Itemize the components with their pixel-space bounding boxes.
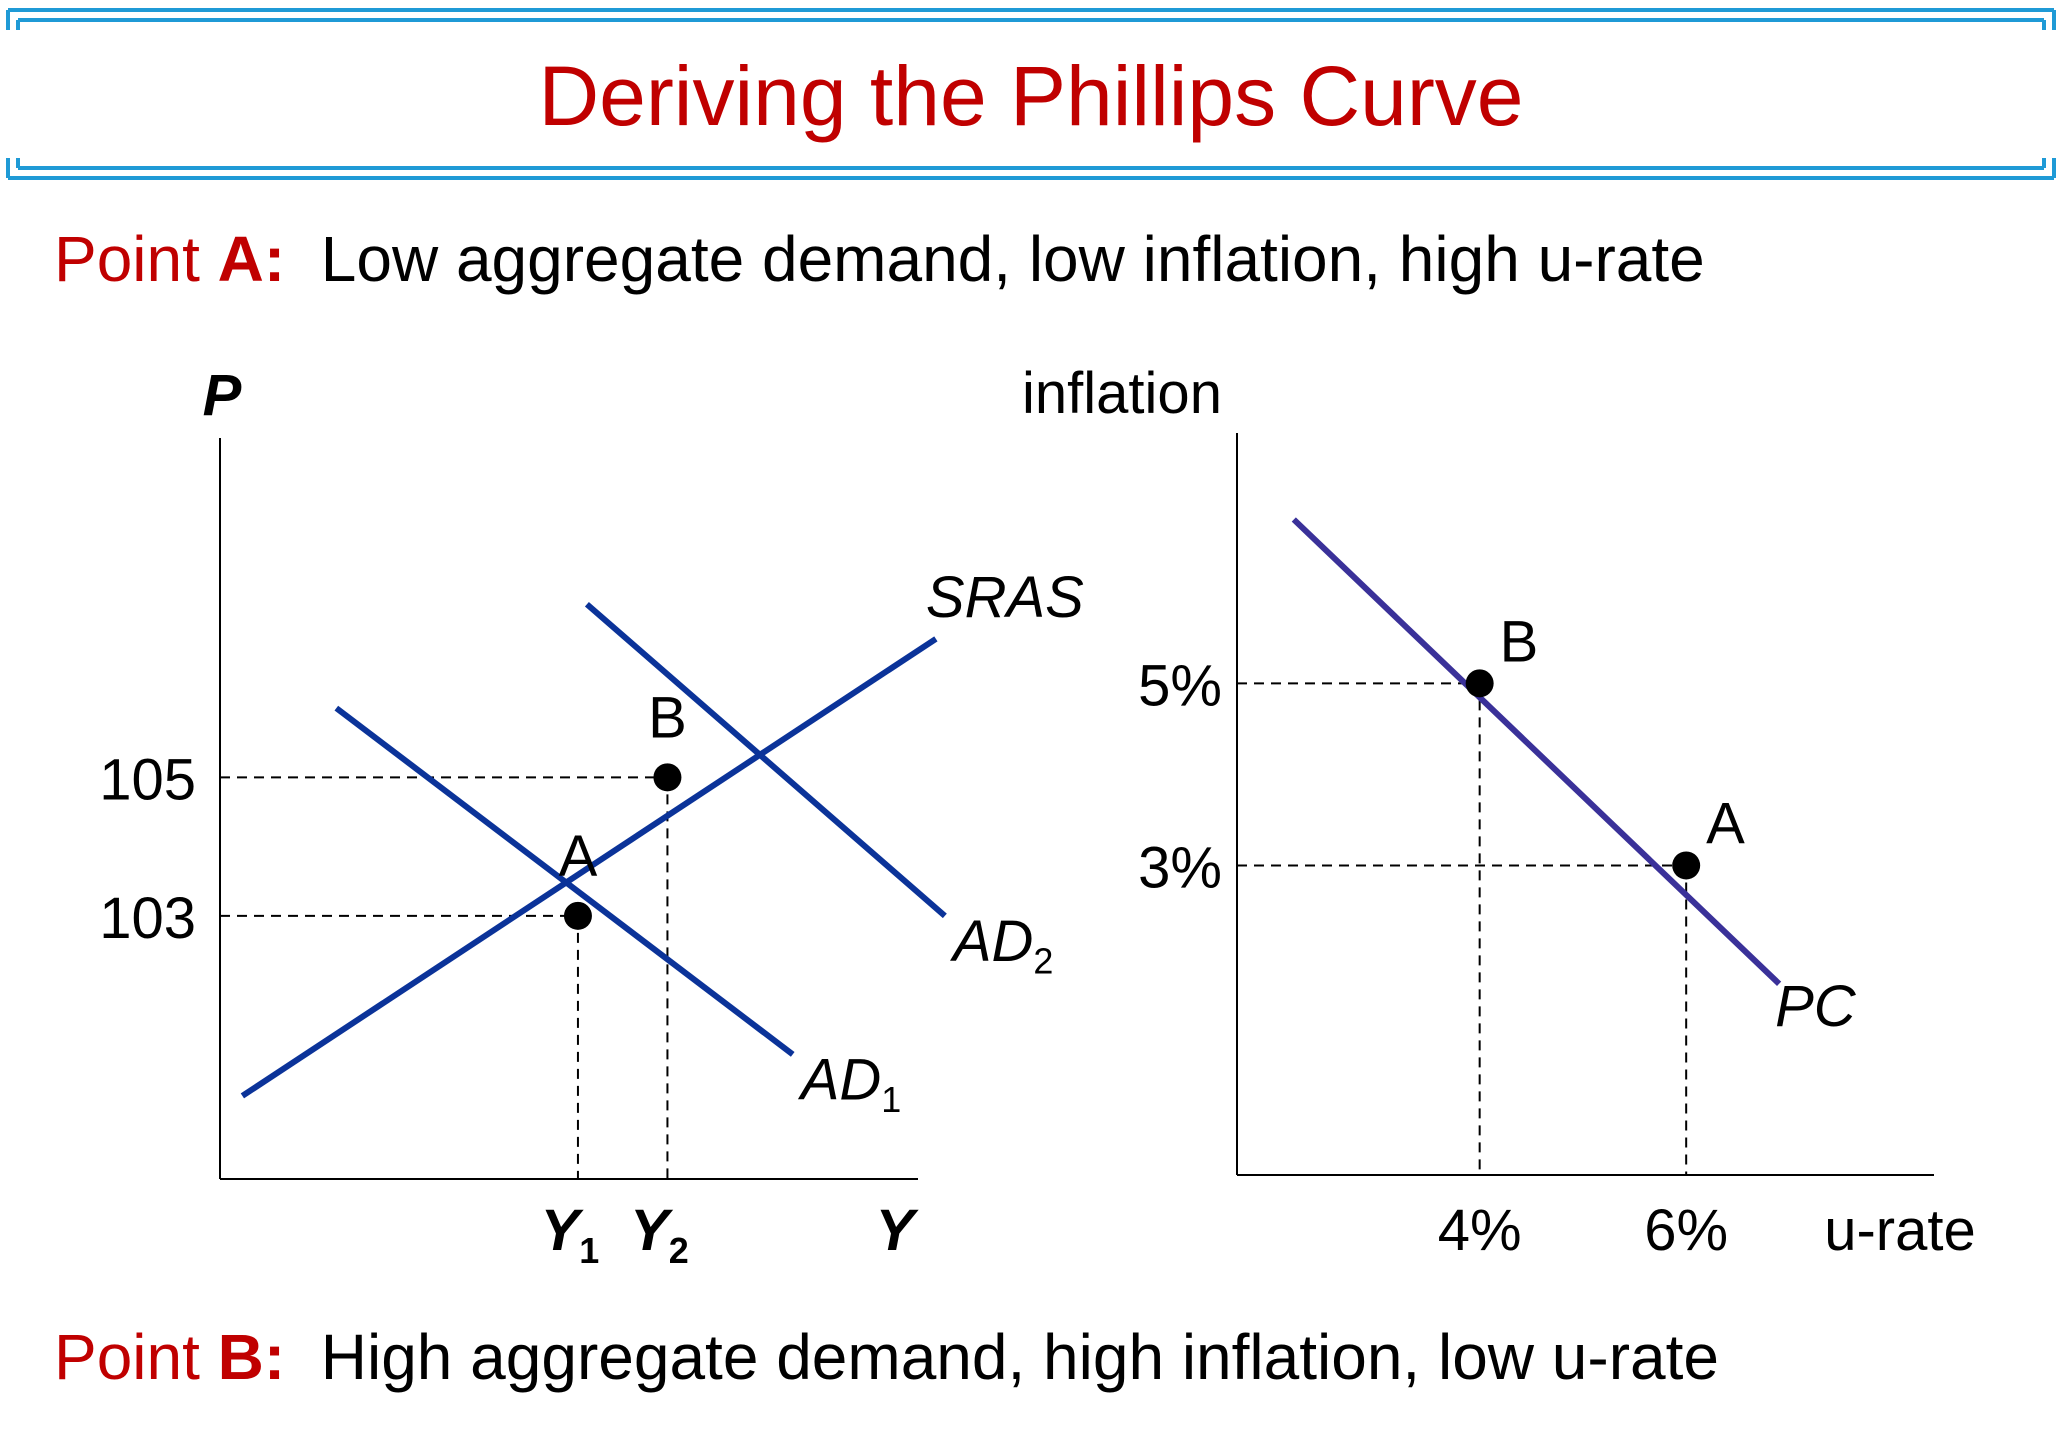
pc-point-label-a: A bbox=[1706, 791, 1745, 856]
title-frame bbox=[6, 8, 2056, 180]
adas-x-tick-Y1-subscript: 1 bbox=[579, 1230, 599, 1271]
slide-title: Deriving the Phillips Curve bbox=[538, 49, 1524, 143]
pc-x-axis-label: u-rate bbox=[1824, 1198, 1976, 1263]
point-b-prefix: Point bbox=[54, 1321, 218, 1393]
curve-ad1 bbox=[334, 705, 795, 1057]
adas-point-label-a: A bbox=[559, 824, 598, 889]
point-a-text: Low aggregate demand, low inflation, hig… bbox=[320, 223, 1705, 295]
adas-point-label-b: B bbox=[648, 685, 687, 750]
curve-sras bbox=[240, 636, 938, 1099]
adas-point-a bbox=[563, 901, 592, 930]
adas-x-tick-Y1: Y1 bbox=[541, 1198, 600, 1271]
point-a-letter: A: bbox=[217, 223, 286, 295]
point-b-letter: B: bbox=[217, 1321, 286, 1393]
adas-x-tick-Y2: Y2 bbox=[630, 1198, 689, 1271]
pc-x-tick-4: 4% bbox=[1438, 1198, 1522, 1263]
point-b-description: Point B: High aggregate demand, high inf… bbox=[54, 1320, 1719, 1394]
adas-y-axis-label: P bbox=[203, 363, 242, 428]
point-a-prefix: Point bbox=[54, 223, 218, 295]
curve-label-ad1: AD1 bbox=[798, 1047, 902, 1120]
adas-y-tick-105: 105 bbox=[99, 747, 196, 812]
pc-y-tick-3: 3% bbox=[1138, 835, 1222, 900]
curve-label-sras: SRAS bbox=[926, 565, 1084, 630]
curve-label-ad2-subscript: 2 bbox=[1033, 941, 1053, 982]
curve-label-ad1-subscript: 1 bbox=[881, 1079, 901, 1120]
curve-pc bbox=[1291, 517, 1782, 986]
adas-x-tick-Y2-subscript: 2 bbox=[669, 1230, 689, 1271]
pc-point-a bbox=[1672, 851, 1701, 880]
pc-point-label-b: B bbox=[1500, 609, 1539, 674]
adas-point-b bbox=[653, 763, 682, 792]
adas-y-tick-103: 103 bbox=[99, 886, 196, 951]
adas-x-axis-label: Y bbox=[876, 1198, 920, 1263]
phillips-curve-chart: inflation u-rate 3% 5% 4% 6% PC B A bbox=[1022, 361, 1976, 1263]
frame-lines bbox=[6, 8, 2056, 180]
curve-label-ad2: AD2 bbox=[950, 909, 1054, 982]
pc-y-tick-5: 5% bbox=[1138, 653, 1222, 718]
point-b-text: High aggregate demand, high inflation, l… bbox=[320, 1321, 1719, 1393]
pc-x-tick-6: 6% bbox=[1644, 1198, 1728, 1263]
pc-point-b bbox=[1465, 669, 1494, 698]
curve-ad2 bbox=[584, 601, 947, 919]
curve-label-pc: PC bbox=[1775, 974, 1857, 1039]
pc-y-axis-label: inflation bbox=[1022, 361, 1222, 426]
point-a-description: Point A: Low aggregate demand, low infla… bbox=[54, 222, 1705, 296]
